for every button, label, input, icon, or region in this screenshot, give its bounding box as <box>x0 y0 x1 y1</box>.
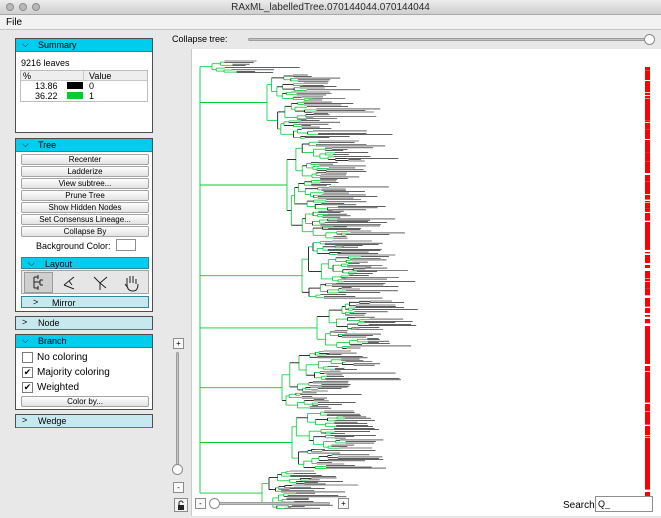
chevron-down-icon: ⌵ <box>22 39 29 49</box>
mirror-header[interactable]: > Mirror <box>21 296 149 308</box>
circular-layout-icon[interactable] <box>55 272 84 293</box>
tree-header-label: Tree <box>38 140 57 150</box>
wedge-header[interactable]: > Wedge <box>16 415 152 428</box>
vertical-zoom-in-button[interactable]: + <box>173 338 184 349</box>
wedge-header-label: Wedge <box>38 416 67 426</box>
tree-section: ⌵ Tree Recenter Ladderize View subtree..… <box>15 138 153 312</box>
set-consensus-lineage-button[interactable]: Set Consensus Lineage... <box>21 214 149 225</box>
tree-view[interactable] <box>191 49 661 516</box>
majority-coloring-label: Majority coloring <box>37 367 110 378</box>
rectangular-layout-icon[interactable] <box>24 272 53 293</box>
lock-icon[interactable] <box>174 498 188 512</box>
left-panel: ⌵ Summary 9216 leaves % Value 13.86 0 36… <box>15 38 153 430</box>
tree-canvas-panel: Collapse tree: <box>168 30 661 516</box>
horizontal-zoom-out-button[interactable]: - <box>195 498 206 509</box>
leaf-count: 9216 leaves <box>21 58 70 68</box>
legend-col-pct: % <box>23 71 32 81</box>
ladderize-button[interactable]: Ladderize <box>21 166 149 177</box>
branch-header[interactable]: ⌵ Branch <box>16 335 152 348</box>
chevron-right-icon: > <box>22 317 28 327</box>
chevron-right-icon: > <box>33 297 39 307</box>
legend-row: 13.86 0 <box>21 81 147 91</box>
tree-header[interactable]: ⌵ Tree <box>16 139 152 152</box>
search-label: Search: <box>563 500 598 511</box>
branch-header-label: Branch <box>38 336 67 346</box>
close-window-icon[interactable] <box>6 3 14 11</box>
checkmark-icon: ✔ <box>23 382 32 392</box>
chevron-down-icon: ⌵ <box>22 139 29 149</box>
menu-bar: File <box>0 15 661 30</box>
vertical-zoom-slider[interactable] <box>176 352 179 470</box>
wedge-section: > Wedge <box>15 414 153 428</box>
branch-section: ⌵ Branch No coloring ✔ Majority coloring… <box>15 334 153 410</box>
title-bar: RAxML_labelledTree.070144044.070144044 <box>0 0 661 15</box>
background-color-label: Background Color: <box>36 241 111 251</box>
legend-value: 0 <box>89 81 95 91</box>
node-header-label: Node <box>38 318 60 328</box>
summary-header-label: Summary <box>38 40 77 50</box>
weighted-checkbox[interactable]: ✔ <box>22 382 33 393</box>
show-hidden-nodes-button[interactable]: Show Hidden Nodes <box>21 202 149 213</box>
legend-swatch-black[interactable] <box>67 82 83 89</box>
column-divider <box>83 71 84 81</box>
horizontal-zoom-slider[interactable] <box>210 502 330 505</box>
summary-header[interactable]: ⌵ Summary <box>16 39 152 52</box>
legend-pct: 36.22 <box>35 91 58 101</box>
background-color-swatch[interactable] <box>116 239 136 251</box>
chevron-right-icon: > <box>22 415 28 425</box>
legend-value: 1 <box>89 91 95 101</box>
collapse-tree-label: Collapse tree: <box>172 34 228 44</box>
layout-toolbar <box>21 270 149 294</box>
legend-row: 36.22 1 <box>21 91 147 101</box>
phylogenetic-tree[interactable] <box>192 49 661 516</box>
zoom-window-icon[interactable] <box>32 3 40 11</box>
vertical-zoom-knob[interactable] <box>172 464 183 475</box>
search-input[interactable] <box>595 496 653 512</box>
node-section: > Node <box>15 316 153 330</box>
minimize-window-icon[interactable] <box>19 3 27 11</box>
menu-file[interactable]: File <box>6 17 23 28</box>
checkmark-icon: ✔ <box>23 367 32 377</box>
node-header[interactable]: > Node <box>16 317 152 330</box>
window-title: RAxML_labelledTree.070144044.070144044 <box>231 2 430 13</box>
collapse-by-button[interactable]: Collapse By <box>21 226 149 237</box>
summary-section: ⌵ Summary 9216 leaves % Value 13.86 0 36… <box>15 38 153 133</box>
mirror-header-label: Mirror <box>52 298 76 308</box>
prune-tree-button[interactable]: Prune Tree <box>21 190 149 201</box>
chevron-down-icon: ⌵ <box>22 335 29 345</box>
legend-swatch-green[interactable] <box>67 92 83 99</box>
horizontal-zoom-in-button[interactable]: + <box>338 498 349 509</box>
weighted-label: Weighted <box>37 382 80 393</box>
legend-header-row: % Value <box>21 71 147 81</box>
radial-layout-icon[interactable] <box>86 272 115 293</box>
pan-hand-icon[interactable] <box>117 272 146 293</box>
vertical-zoom-out-button[interactable]: - <box>173 482 184 493</box>
color-by-button[interactable]: Color by... <box>21 396 149 407</box>
layout-header-label: Layout <box>45 259 73 269</box>
collapse-slider-knob[interactable] <box>644 34 655 45</box>
legend-pct: 13.86 <box>35 81 58 91</box>
majority-coloring-checkbox[interactable]: ✔ <box>22 367 33 378</box>
no-coloring-checkbox[interactable] <box>22 352 33 363</box>
layout-header[interactable]: ⌵ Layout <box>21 257 149 269</box>
horizontal-zoom-knob[interactable] <box>209 498 220 509</box>
no-coloring-label: No coloring <box>37 352 88 363</box>
chevron-down-icon: ⌵ <box>28 258 35 268</box>
collapse-tree-slider[interactable] <box>248 38 651 41</box>
view-subtree-button[interactable]: View subtree... <box>21 178 149 189</box>
legend-table: % Value 13.86 0 36.22 1 <box>20 70 148 102</box>
legend-col-value: Value <box>89 71 112 81</box>
recenter-button[interactable]: Recenter <box>21 154 149 165</box>
